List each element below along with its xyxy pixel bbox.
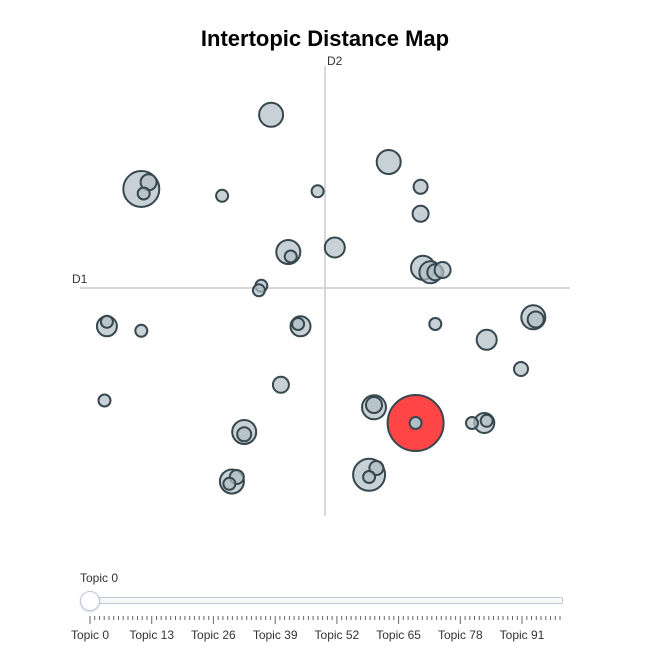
slider-tick-label[interactable]: Topic 0 xyxy=(70,628,110,642)
topic-bubble[interactable] xyxy=(251,283,266,298)
topic-bubble[interactable] xyxy=(412,178,429,195)
slider-tick-label[interactable]: Topic 13 xyxy=(129,628,175,642)
x-axis-label: D1 xyxy=(72,272,88,286)
slider-current-label: Topic 0 xyxy=(80,571,119,585)
topic-bubble[interactable] xyxy=(258,101,285,128)
slider-tick-label[interactable]: Topic 39 xyxy=(252,628,298,642)
slider-ticks xyxy=(89,616,561,624)
topic-bubble[interactable] xyxy=(465,416,479,430)
topic-bubble[interactable] xyxy=(134,323,149,338)
slider-handle[interactable] xyxy=(80,591,100,611)
topic-bubble[interactable] xyxy=(99,314,114,329)
topic-bubble-selected-core xyxy=(408,416,423,430)
slider-rail[interactable] xyxy=(90,597,563,604)
slider-tick-label[interactable]: Topic 78 xyxy=(437,628,483,642)
topic-bubble[interactable] xyxy=(136,186,151,201)
topic-bubble[interactable] xyxy=(526,310,545,329)
topic-bubble[interactable] xyxy=(310,184,325,199)
topic-bubble[interactable] xyxy=(362,470,377,484)
topic-bubble[interactable] xyxy=(271,375,290,394)
topic-bubbles xyxy=(95,101,547,495)
topic-bubble[interactable] xyxy=(375,149,402,175)
topic-bubble[interactable] xyxy=(365,396,383,414)
topic-bubble[interactable] xyxy=(283,249,298,264)
slider-tick-label[interactable]: Topic 91 xyxy=(499,628,545,642)
chart-title: Intertopic Distance Map xyxy=(200,26,450,51)
topic-bubble[interactable] xyxy=(513,361,529,377)
topic-bubble[interactable] xyxy=(222,476,237,491)
slider-tick-label[interactable]: Topic 26 xyxy=(191,628,236,642)
topic-bubble[interactable] xyxy=(291,317,306,331)
topic-bubble[interactable] xyxy=(236,426,253,443)
topic-bubble[interactable] xyxy=(475,328,498,351)
topic-bubble[interactable] xyxy=(433,261,452,279)
slider-tick-label[interactable]: Topic 52 xyxy=(314,628,360,642)
topic-bubble[interactable] xyxy=(323,236,346,259)
slider-tick-label[interactable]: Topic 65 xyxy=(376,628,421,642)
y-axis-label: D2 xyxy=(327,54,343,68)
topic-bubble[interactable] xyxy=(411,204,430,223)
topic-bubble[interactable] xyxy=(97,393,112,408)
topic-bubble[interactable] xyxy=(215,188,230,203)
topic-bubble[interactable] xyxy=(479,413,494,428)
topic-bubble[interactable] xyxy=(428,317,443,331)
